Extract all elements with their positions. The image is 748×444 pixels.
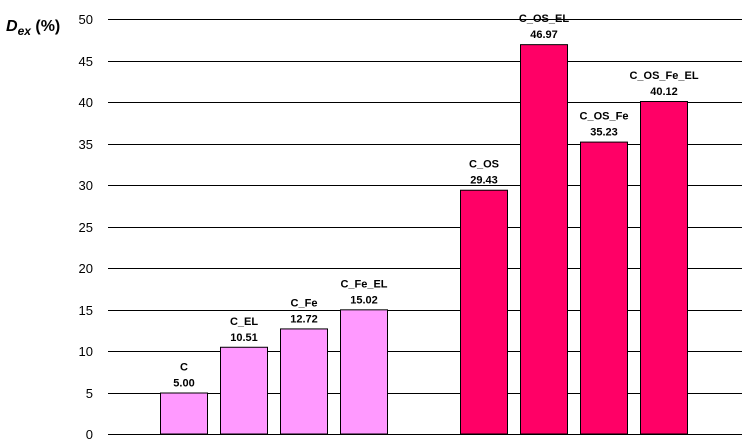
bar-c-os-el xyxy=(520,44,568,435)
bar-c-fe xyxy=(280,328,328,435)
y-axis-label: Dex (%) xyxy=(6,18,60,38)
bar-value-label: 46.97 xyxy=(530,29,558,41)
bar-c-os-fe-el xyxy=(640,101,688,435)
y-tick-labels: 0 5 10 15 20 25 30 35 40 45 50 xyxy=(79,12,93,442)
bar-c-os xyxy=(460,189,508,435)
y-tick-label: 5 xyxy=(86,386,93,401)
bars xyxy=(160,44,688,435)
gridlines xyxy=(108,19,742,435)
y-tick-label: 25 xyxy=(79,220,93,235)
bar-category-label: C_Fe xyxy=(291,297,318,309)
bar-category-label: C_EL xyxy=(230,316,258,328)
bar-value-label: 29.43 xyxy=(470,175,498,187)
bar-category-label: C_Fe_EL xyxy=(340,278,387,290)
y-tick-label: 15 xyxy=(79,303,93,318)
y-axis-label-unit: (%) xyxy=(31,18,60,35)
bar-value-label: 5.00 xyxy=(173,378,194,390)
y-tick-label: 20 xyxy=(79,261,93,276)
bar-c-os-fe xyxy=(580,141,628,435)
y-tick-label: 35 xyxy=(79,137,93,152)
y-tick-label: 45 xyxy=(79,54,93,69)
bar-value-label: 10.51 xyxy=(230,332,258,344)
bar-category-label: C xyxy=(180,362,188,374)
y-tick-label: 0 xyxy=(86,427,93,442)
bar-c-el xyxy=(220,346,268,435)
bar-value-label: 12.72 xyxy=(290,313,318,325)
bar-value-label: 40.12 xyxy=(650,86,678,98)
bar-value-label: 35.23 xyxy=(590,127,618,139)
y-tick-label: 40 xyxy=(79,95,93,110)
y-tick-label: 30 xyxy=(79,178,93,193)
bar-category-label: C_OS xyxy=(469,159,499,171)
y-tick-label: 50 xyxy=(79,12,93,27)
bar-c-fe-el xyxy=(340,309,388,435)
bar-value-label: 15.02 xyxy=(350,294,378,306)
bar-category-label: C_OS_Fe_EL xyxy=(629,70,698,82)
y-tick-label: 10 xyxy=(79,344,93,359)
bar-labels: C 5.00 C_EL 10.51 C_Fe 12.72 C_Fe_EL 15.02 C_OS 2… xyxy=(173,13,699,389)
bar-category-label: C_OS_Fe xyxy=(580,111,629,123)
y-axis-label-main: D xyxy=(6,18,18,35)
bar-category-label: C_OS_EL xyxy=(519,13,569,25)
bar-c xyxy=(160,392,208,435)
y-axis-label-subscript: ex xyxy=(18,24,33,38)
